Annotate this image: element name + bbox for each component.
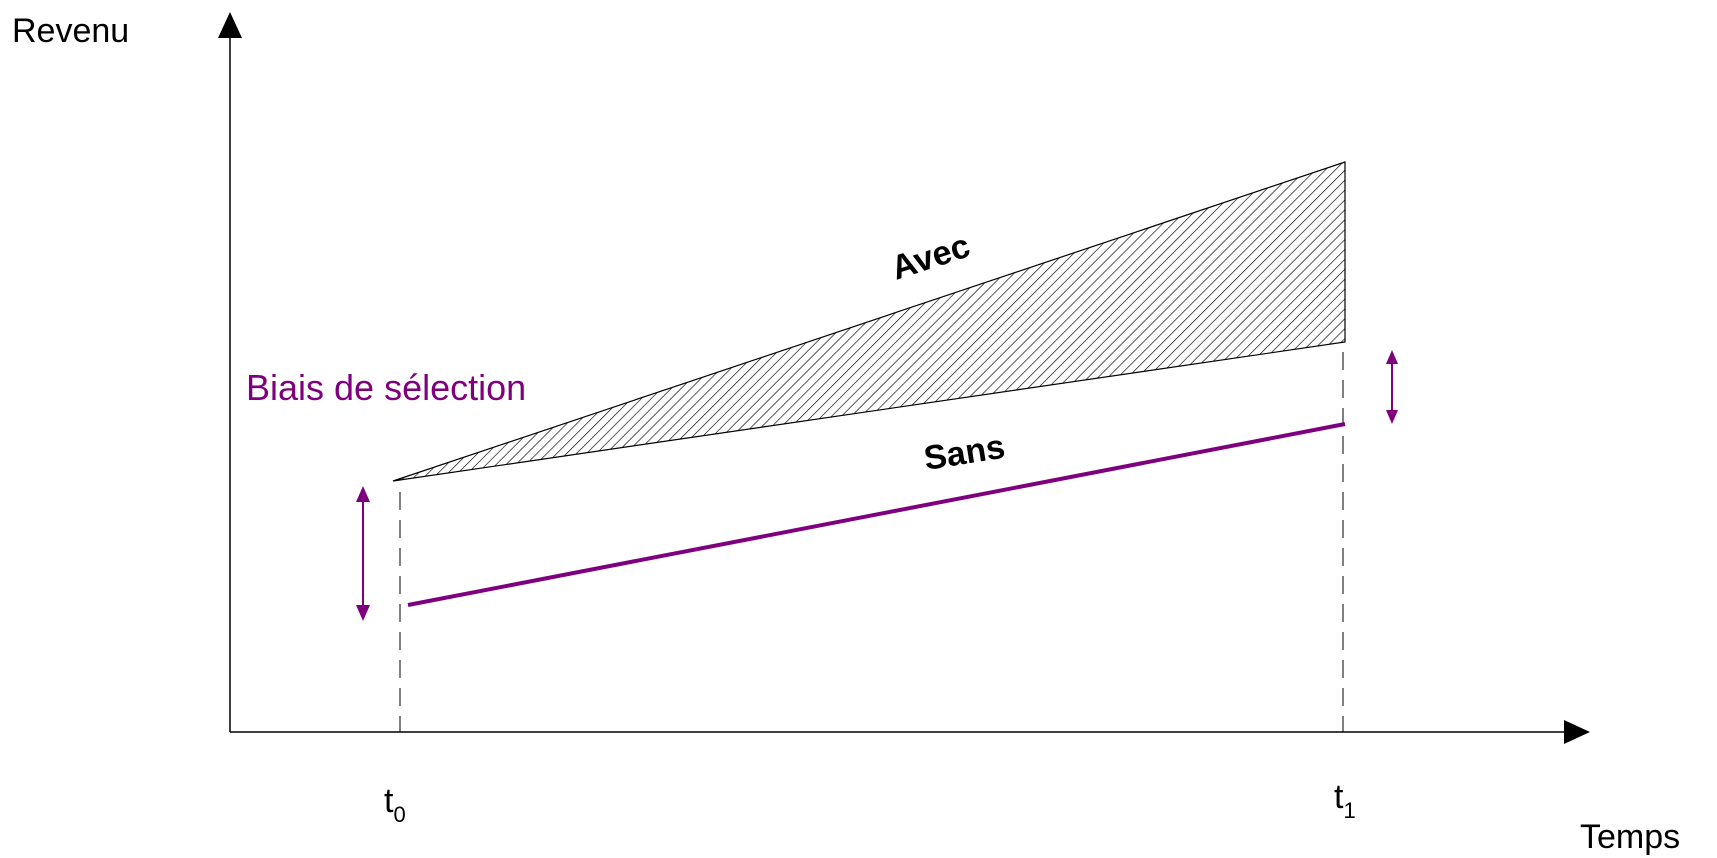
t1-label-base: t — [1334, 778, 1344, 816]
t1-label: t1 — [1334, 778, 1356, 823]
bias-arrow-left-head-top — [356, 486, 370, 502]
avec-hatched-area — [392, 161, 1346, 482]
bias-arrow-right-head-top — [1386, 350, 1398, 364]
t0-label-base: t — [384, 782, 394, 820]
sans-label: Sans — [921, 428, 1007, 478]
bias-arrow-left-head-bottom — [356, 605, 370, 621]
t0-label-sub: 0 — [393, 802, 405, 827]
y-axis-arrowhead — [218, 12, 242, 38]
t1-label-sub: 1 — [1343, 798, 1355, 823]
avec-label: Avec — [887, 227, 975, 288]
bias-arrow-right-head-bottom — [1386, 410, 1398, 424]
y-axis-label: Revenu — [12, 12, 129, 50]
selection-bias-label: Biais de sélection — [246, 367, 526, 408]
x-axis-arrowhead — [1564, 720, 1590, 744]
t0-label: t0 — [384, 782, 406, 827]
x-axis-label: Temps — [1580, 818, 1680, 856]
sans-line — [407, 422, 1346, 607]
